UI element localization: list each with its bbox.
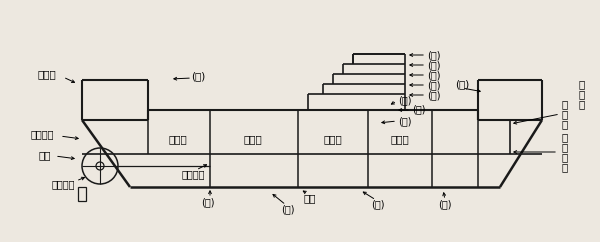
Text: プロペラ: プロペラ — [51, 179, 75, 189]
Text: (ニ): (ニ) — [427, 80, 440, 90]
Text: (ホ): (ホ) — [427, 90, 440, 100]
Text: 船尾楼: 船尾楼 — [38, 69, 56, 79]
Text: 船底: 船底 — [304, 193, 316, 203]
Text: 船尾水倉: 船尾水倉 — [30, 129, 54, 139]
Text: 倉: 倉 — [562, 162, 568, 172]
Text: (チ): (チ) — [398, 95, 412, 105]
Text: (ろ): (ろ) — [371, 199, 385, 209]
Text: (ヌ): (ヌ) — [398, 116, 412, 126]
Text: (イ): (イ) — [427, 50, 440, 60]
Text: 庫: 庫 — [562, 119, 568, 129]
Text: 機関室: 機関室 — [244, 134, 262, 144]
Text: (ハ): (ハ) — [427, 70, 440, 80]
Text: 鎖: 鎖 — [562, 109, 568, 119]
Text: 貨物庫: 貨物庫 — [169, 134, 187, 144]
Text: (い): (い) — [438, 199, 452, 209]
Text: 錨: 錨 — [562, 99, 568, 109]
Text: 首: 首 — [579, 89, 585, 99]
Text: 船: 船 — [579, 79, 585, 89]
Text: かじ: かじ — [39, 150, 51, 160]
Text: (は): (は) — [281, 204, 295, 214]
Text: 首: 首 — [562, 142, 568, 152]
Text: (リ): (リ) — [412, 104, 425, 114]
Text: (ロ): (ロ) — [427, 60, 440, 70]
Text: 船: 船 — [562, 132, 568, 142]
Text: (ト): (ト) — [191, 71, 205, 81]
Text: 楼: 楼 — [579, 99, 585, 109]
Text: (に): (に) — [201, 197, 215, 207]
Text: 水: 水 — [562, 152, 568, 162]
Text: (ヘ): (ヘ) — [455, 79, 469, 89]
Bar — [78, 187, 86, 201]
Text: 水密軸路: 水密軸路 — [181, 169, 205, 179]
Text: 貨物庫: 貨物庫 — [323, 134, 343, 144]
Text: 貨物庫: 貨物庫 — [391, 134, 409, 144]
